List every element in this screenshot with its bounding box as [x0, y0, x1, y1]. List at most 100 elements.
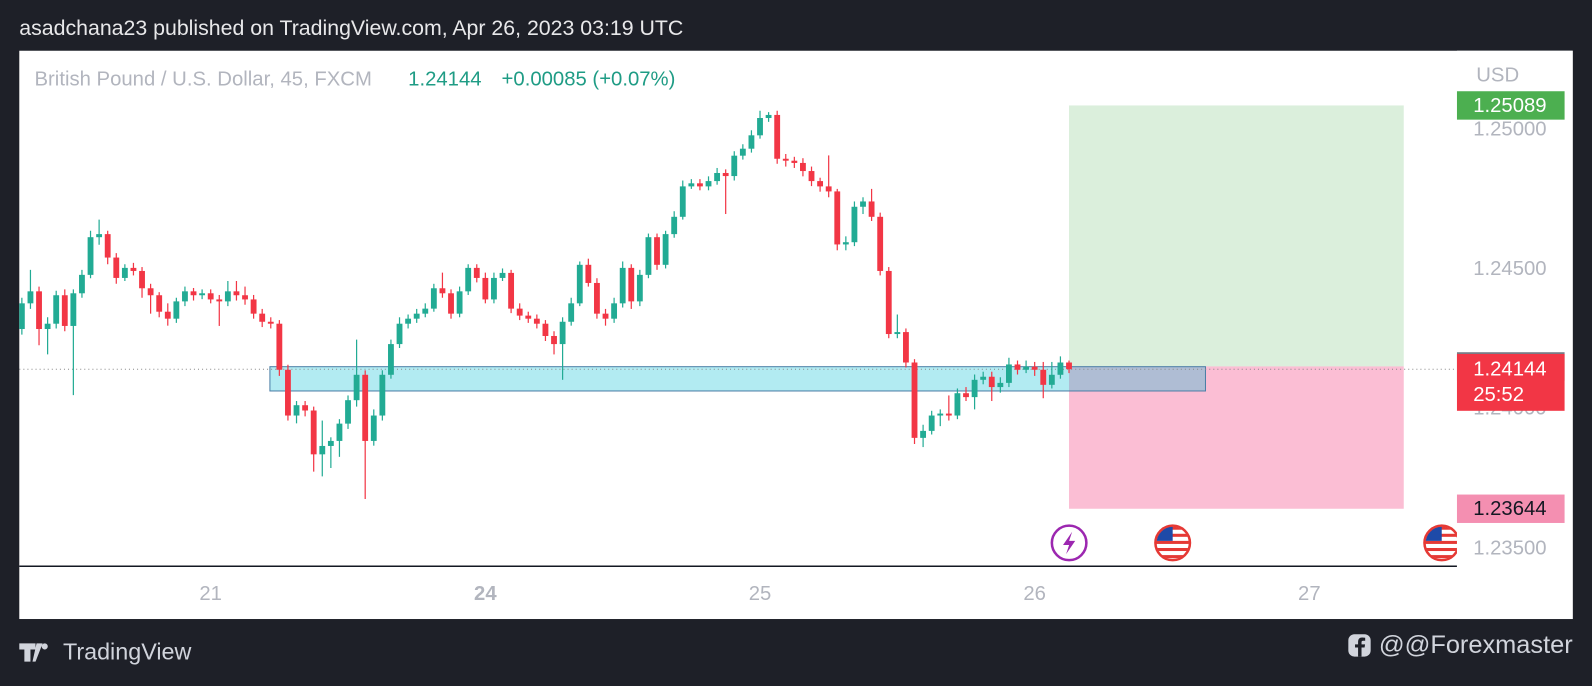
candle-body — [156, 295, 163, 312]
candle-body — [19, 303, 25, 330]
candle-body — [439, 288, 446, 294]
candle-body — [345, 400, 351, 424]
candle-body — [1031, 366, 1038, 370]
candle-body — [945, 413, 952, 416]
candle-body — [44, 323, 51, 330]
candle-body — [27, 291, 34, 304]
candle-body — [765, 114, 772, 119]
candle-body — [971, 379, 978, 398]
candle-body — [233, 291, 240, 296]
x-tick-label: 26 — [1023, 583, 1046, 605]
author: @@Forexmaster — [1379, 631, 1573, 659]
candle-body — [714, 172, 721, 182]
candle-body — [319, 445, 326, 455]
candle-body — [267, 321, 274, 324]
candle-body — [705, 181, 712, 187]
candle-body — [302, 405, 309, 411]
candle-body — [405, 318, 412, 324]
candle-body — [216, 299, 223, 302]
stop-label-box — [1456, 494, 1565, 523]
candle-body — [920, 430, 927, 438]
candle-body — [516, 308, 523, 316]
candle-body — [259, 313, 266, 322]
candle-body — [602, 313, 609, 319]
candle-body — [619, 267, 626, 304]
candle-body — [388, 344, 394, 375]
candle-body — [731, 155, 738, 177]
candle-body — [250, 299, 257, 314]
candle-body — [842, 242, 849, 245]
candle-body — [396, 323, 403, 345]
plot-area — [19, 105, 1457, 509]
x-tick-label: 24 — [474, 583, 497, 605]
price-axis — [1456, 50, 1573, 620]
candle-body — [285, 369, 291, 416]
candle-body — [1066, 362, 1072, 370]
last-price-box — [1456, 353, 1565, 411]
candle-body — [808, 171, 815, 182]
candle-body — [79, 274, 85, 294]
last-price: 1.24144 — [408, 69, 481, 91]
candle-body — [825, 186, 832, 192]
candle-body — [585, 264, 592, 283]
candle-body — [139, 270, 145, 289]
candle-body — [774, 114, 781, 159]
candle-body — [465, 267, 472, 292]
candle-body — [353, 374, 360, 401]
brand: TradingView — [63, 639, 192, 665]
candle-body — [662, 234, 669, 265]
candle-body — [628, 267, 635, 302]
lightning — [1063, 531, 1076, 555]
candle-body — [473, 267, 480, 278]
x-tick-label: 27 — [1298, 583, 1321, 605]
candle-body — [491, 277, 497, 300]
candle-body — [636, 274, 643, 302]
y-tick-label: 1.24500 — [1473, 258, 1546, 280]
candle-body — [594, 282, 600, 314]
candle-body — [1023, 366, 1030, 370]
facebook-f — [1355, 637, 1366, 657]
symbol-title: British Pound / U.S. Dollar, 45, FXCM — [35, 69, 372, 91]
candle-body — [903, 332, 909, 363]
candle-body — [885, 270, 892, 335]
candle-body — [130, 267, 137, 271]
last-price-label: 1.24144 — [1473, 359, 1546, 381]
candle-body — [688, 183, 695, 187]
candle-body — [963, 393, 969, 398]
candle-body — [147, 288, 154, 296]
candle-body — [988, 376, 995, 388]
candle-body — [954, 393, 961, 416]
candle-body — [860, 201, 866, 207]
x-tick-label: 25 — [749, 583, 772, 605]
candle-body — [190, 291, 197, 296]
candle-body — [576, 264, 583, 304]
candle-body — [671, 216, 678, 235]
candle-body — [456, 291, 463, 314]
footer-logo[interactable]: TradingView — [19, 639, 192, 665]
candle-body — [182, 291, 188, 302]
x-tick-label: 21 — [199, 583, 222, 605]
candle-body — [817, 181, 824, 187]
candle-body — [697, 183, 703, 187]
candle-body — [96, 234, 103, 238]
us-flag[interactable] — [1424, 526, 1459, 561]
candle-body — [911, 362, 918, 438]
candle-body — [430, 288, 437, 309]
price-change: +0.00085 (+0.07%) — [502, 69, 676, 91]
candle-body — [997, 382, 1004, 388]
candle-body — [293, 405, 300, 416]
target-zone — [1069, 105, 1404, 367]
candle-body — [276, 323, 283, 370]
candle-body — [370, 415, 377, 441]
candle-body — [413, 313, 420, 319]
candle-body — [757, 118, 763, 136]
candle-body — [533, 318, 540, 324]
candle-body — [559, 321, 566, 345]
candle-body — [1014, 364, 1021, 370]
candle-body — [448, 293, 454, 314]
candle-body — [207, 293, 214, 300]
candle-body — [877, 216, 884, 271]
candle-body — [199, 293, 206, 296]
candle-body — [482, 277, 489, 300]
